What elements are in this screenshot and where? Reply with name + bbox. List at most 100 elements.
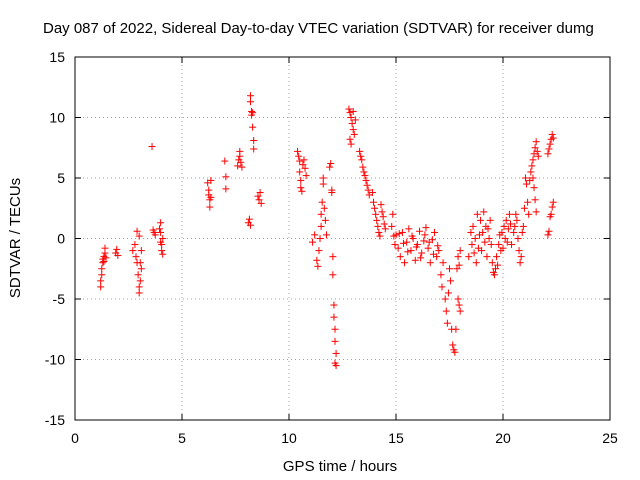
data-point bbox=[492, 265, 500, 273]
data-point bbox=[314, 262, 322, 270]
data-point bbox=[435, 247, 443, 255]
data-point bbox=[363, 181, 371, 189]
data-point bbox=[434, 242, 442, 250]
data-point bbox=[346, 109, 354, 117]
y-tick-label: -5 bbox=[53, 291, 66, 307]
data-point bbox=[372, 210, 380, 218]
data-point bbox=[545, 145, 553, 153]
data-point bbox=[545, 227, 553, 235]
y-axis-label: SDTVAR / TECUs bbox=[7, 178, 24, 298]
data-point bbox=[407, 247, 415, 255]
data-point bbox=[510, 228, 518, 236]
data-point bbox=[295, 152, 303, 160]
x-tick-label: 25 bbox=[602, 430, 618, 446]
data-point bbox=[371, 204, 379, 212]
data-point bbox=[158, 247, 166, 255]
data-point bbox=[246, 221, 254, 229]
data-point bbox=[113, 245, 121, 253]
data-point bbox=[453, 265, 461, 273]
data-point bbox=[531, 196, 539, 204]
data-point bbox=[548, 203, 556, 211]
data-point bbox=[345, 105, 353, 113]
data-point bbox=[478, 247, 486, 255]
data-point bbox=[506, 220, 514, 228]
y-tick-label: 15 bbox=[49, 49, 65, 65]
data-point bbox=[207, 193, 215, 201]
data-point bbox=[157, 228, 165, 236]
data-point bbox=[378, 208, 386, 216]
data-point bbox=[221, 157, 229, 165]
data-point bbox=[358, 156, 366, 164]
data-point bbox=[319, 180, 327, 188]
data-point bbox=[159, 250, 167, 258]
data-point bbox=[473, 210, 481, 218]
data-point bbox=[518, 228, 526, 236]
data-point bbox=[321, 216, 329, 224]
data-point bbox=[469, 222, 477, 230]
data-point bbox=[530, 184, 538, 192]
data-point bbox=[503, 238, 511, 246]
data-point bbox=[471, 235, 479, 242]
data-point bbox=[313, 256, 321, 264]
data-point bbox=[377, 201, 385, 209]
data-point bbox=[549, 198, 557, 206]
data-point bbox=[206, 203, 214, 211]
data-point bbox=[132, 253, 140, 261]
data-point bbox=[351, 116, 359, 124]
data-point bbox=[309, 238, 317, 246]
data-point bbox=[533, 147, 541, 155]
data-point bbox=[517, 253, 525, 261]
data-point bbox=[389, 210, 397, 218]
data-point bbox=[451, 348, 459, 356]
data-point bbox=[494, 261, 502, 269]
data-point bbox=[137, 265, 145, 273]
data-point bbox=[420, 237, 428, 245]
data-point bbox=[443, 319, 451, 327]
data-point bbox=[529, 174, 537, 182]
data-point bbox=[327, 159, 335, 167]
data-point bbox=[401, 259, 409, 267]
data-point bbox=[388, 222, 396, 230]
data-point bbox=[326, 163, 334, 171]
data-point bbox=[521, 174, 529, 182]
data-point bbox=[236, 147, 244, 155]
data-point bbox=[442, 307, 450, 315]
data-point bbox=[245, 215, 253, 223]
data-point bbox=[348, 120, 356, 128]
data-point bbox=[486, 216, 494, 224]
data-point bbox=[465, 253, 473, 261]
data-point bbox=[330, 313, 338, 321]
data-point bbox=[405, 225, 413, 233]
data-point bbox=[527, 168, 535, 176]
x-tick-label: 15 bbox=[388, 430, 404, 446]
data-point bbox=[298, 187, 306, 195]
y-tick-label: 0 bbox=[57, 231, 65, 247]
data-point bbox=[357, 152, 365, 160]
data-point bbox=[97, 277, 105, 285]
data-point bbox=[431, 228, 439, 236]
data-point bbox=[484, 225, 492, 233]
data-point bbox=[347, 140, 355, 148]
data-point bbox=[437, 271, 445, 279]
data-points bbox=[97, 92, 557, 370]
x-axis-label: GPS time / hours bbox=[283, 458, 397, 475]
data-point bbox=[480, 208, 488, 216]
data-point bbox=[302, 172, 310, 180]
data-point bbox=[502, 216, 510, 224]
data-point bbox=[97, 283, 105, 291]
data-point bbox=[549, 134, 557, 142]
data-point bbox=[452, 325, 460, 333]
data-point bbox=[546, 140, 554, 148]
data-point bbox=[315, 247, 323, 255]
data-point bbox=[368, 189, 376, 197]
data-point bbox=[331, 359, 339, 367]
data-point bbox=[359, 163, 367, 171]
data-point bbox=[455, 301, 463, 309]
data-point bbox=[532, 208, 540, 216]
data-point bbox=[331, 337, 339, 345]
data-point bbox=[483, 253, 491, 261]
data-point bbox=[311, 231, 319, 239]
data-point bbox=[513, 216, 521, 224]
data-point bbox=[249, 109, 257, 117]
